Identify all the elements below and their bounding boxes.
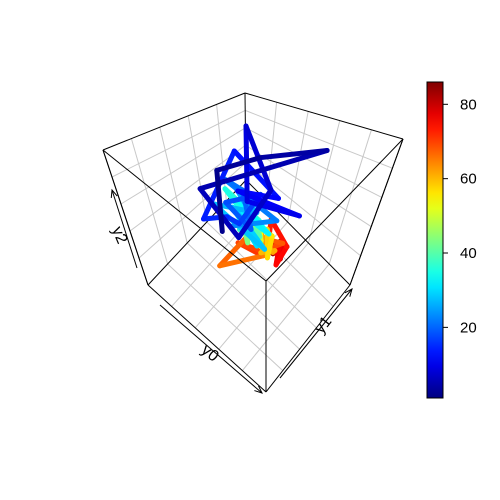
box-edge bbox=[147, 284, 267, 393]
grid-line bbox=[307, 120, 341, 244]
colorbar-tick-label: 80 bbox=[460, 96, 477, 113]
grid-line bbox=[130, 138, 169, 265]
box-front-edges bbox=[102, 138, 404, 393]
box-edge bbox=[244, 92, 404, 140]
grid-line bbox=[218, 242, 309, 350]
grid-line bbox=[245, 109, 393, 169]
y-axis-arrow bbox=[279, 288, 353, 379]
grid-line bbox=[186, 242, 300, 350]
box-edge bbox=[349, 138, 404, 286]
data-segment bbox=[214, 167, 225, 234]
data-segment bbox=[214, 155, 263, 173]
colorbar: 20 40 60 80 bbox=[426, 81, 477, 399]
colorbar-tick-label: 60 bbox=[460, 171, 477, 188]
data-segment bbox=[217, 232, 252, 269]
data-segment bbox=[236, 187, 274, 241]
grid-line bbox=[242, 263, 330, 371]
data-segment bbox=[273, 244, 290, 268]
z-axis-arrow bbox=[111, 189, 138, 269]
box-edge bbox=[102, 92, 246, 151]
data-segment bbox=[264, 233, 275, 261]
grid-line bbox=[187, 115, 208, 223]
grid-line bbox=[287, 111, 309, 223]
grid-line bbox=[167, 263, 284, 371]
box-edge bbox=[265, 284, 351, 393]
box-edge bbox=[102, 149, 149, 286]
z-axis-label: y2 bbox=[108, 224, 130, 246]
data-segment bbox=[244, 198, 302, 219]
y-axis-label: y1 bbox=[312, 313, 336, 337]
colorbar-tick-label: 20 bbox=[460, 319, 477, 336]
grid-line bbox=[129, 144, 246, 232]
grid-line bbox=[328, 129, 372, 265]
data-segment bbox=[217, 253, 267, 269]
grid-line bbox=[216, 104, 227, 202]
data-line-segments bbox=[197, 123, 330, 269]
x-axis-arrow bbox=[159, 304, 263, 394]
x-axis-label: y0 bbox=[198, 342, 222, 366]
z-axis-arrow-head bbox=[110, 188, 118, 199]
grid-line bbox=[120, 127, 246, 205]
axis-arrows bbox=[110, 188, 353, 394]
data-segment bbox=[257, 148, 330, 161]
box-edge bbox=[102, 149, 267, 282]
colorbar-gradient bbox=[426, 81, 444, 399]
data-segment bbox=[197, 148, 330, 192]
grid-line bbox=[245, 127, 383, 198]
grid-line bbox=[111, 109, 246, 178]
y-axis-arrow-head bbox=[344, 288, 353, 297]
x-axis-arrow-head bbox=[254, 385, 263, 394]
grid-line bbox=[206, 221, 317, 329]
colorbar-tick-label: 40 bbox=[460, 245, 477, 262]
box-edge bbox=[265, 138, 404, 282]
grid-line bbox=[159, 127, 188, 244]
